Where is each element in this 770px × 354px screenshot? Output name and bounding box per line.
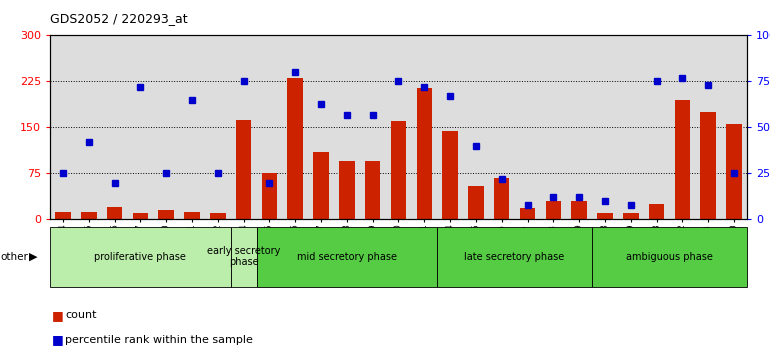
Bar (55, 212, 71, 219)
Bar (262, 173, 277, 219)
Bar (236, 120, 251, 219)
Bar (675, 100, 690, 219)
Text: ■: ■ (52, 333, 64, 346)
Text: other: other (1, 252, 28, 262)
Bar (132, 213, 148, 219)
Text: GDS2052 / 220293_at: GDS2052 / 220293_at (50, 12, 188, 25)
Bar (210, 213, 226, 219)
Bar (546, 201, 561, 219)
Text: early secretory
phase: early secretory phase (207, 246, 280, 268)
Text: ▶: ▶ (29, 252, 38, 262)
Bar (520, 209, 535, 219)
Text: proliferative phase: proliferative phase (95, 252, 186, 262)
Bar (468, 186, 484, 219)
Bar (437, 227, 592, 287)
Text: count: count (65, 310, 97, 320)
Bar (598, 213, 613, 219)
Bar (417, 87, 432, 219)
Bar (592, 227, 747, 287)
Bar (701, 112, 716, 219)
Text: ■: ■ (52, 309, 64, 321)
Text: ambiguous phase: ambiguous phase (626, 252, 713, 262)
Bar (726, 124, 742, 219)
Text: percentile rank within the sample: percentile rank within the sample (65, 335, 253, 345)
Bar (494, 178, 510, 219)
Bar (313, 152, 329, 219)
Bar (50, 227, 231, 287)
Bar (159, 210, 174, 219)
Bar (442, 131, 458, 219)
Bar (287, 78, 303, 219)
Bar (256, 227, 437, 287)
Bar (623, 213, 638, 219)
Bar (571, 201, 587, 219)
Bar (365, 161, 380, 219)
Text: mid secretory phase: mid secretory phase (297, 252, 397, 262)
Bar (107, 207, 122, 219)
Bar (649, 204, 665, 219)
Bar (339, 161, 355, 219)
Bar (81, 211, 96, 219)
Text: late secretory phase: late secretory phase (464, 252, 564, 262)
Bar (390, 121, 407, 219)
Bar (231, 227, 256, 287)
Bar (184, 211, 199, 219)
